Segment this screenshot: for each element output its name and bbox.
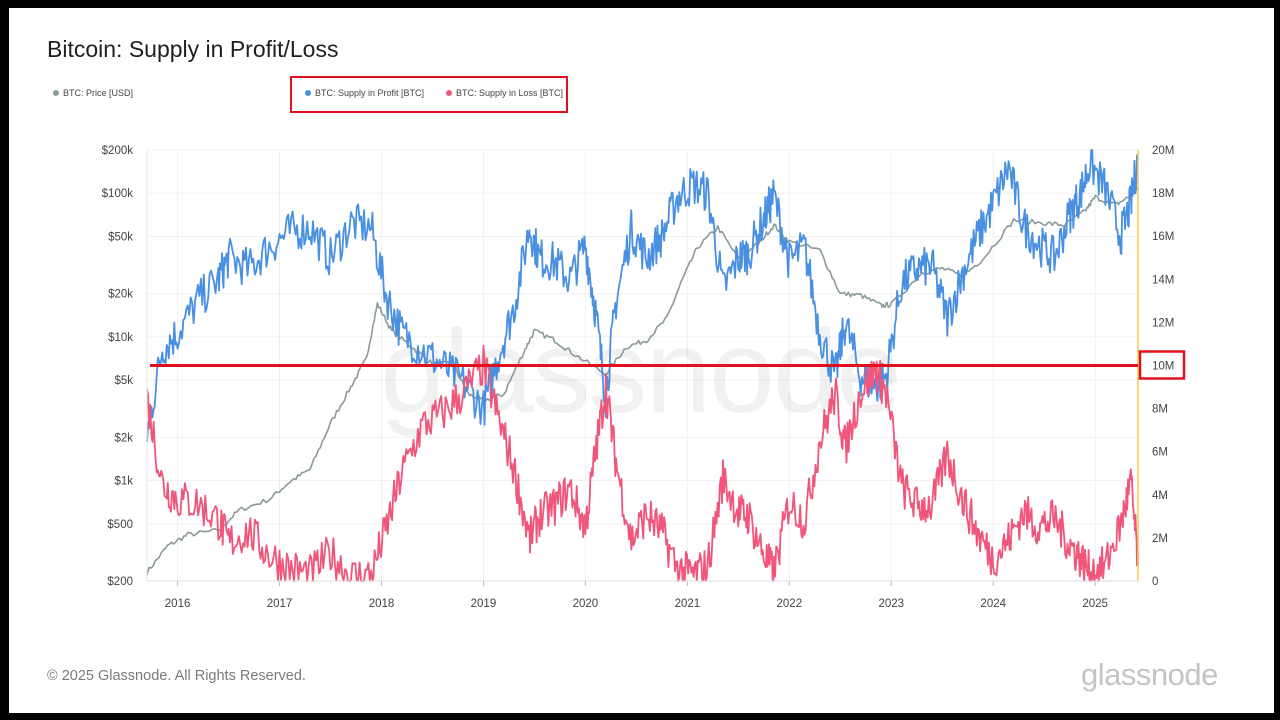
chart-watermark: glassnode — [380, 306, 900, 438]
x-tick-label: 2023 — [878, 598, 904, 610]
y-right-tick-label: 20M — [1152, 145, 1174, 157]
y-left-tick-label: $5k — [114, 375, 133, 387]
y-left-tick-label: $2k — [114, 432, 133, 444]
x-tick-label: 2022 — [777, 598, 803, 610]
legend-highlight-box — [290, 76, 568, 113]
x-tick-label: 2016 — [165, 598, 191, 610]
y-left-tick-label: $500 — [107, 519, 133, 531]
x-tick-label: 2025 — [1082, 598, 1108, 610]
series-line-supply-in-profit — [146, 149, 1139, 443]
y-right-tick-label: 12M — [1152, 317, 1174, 329]
y-left-tick-label: $200 — [107, 576, 133, 588]
y-right-tick-label: 2M — [1152, 533, 1168, 545]
y-left-tick-label: $100k — [102, 188, 134, 200]
highlight-10m-box — [1138, 350, 1186, 380]
y-right-tick-label: 6M — [1152, 447, 1168, 459]
y-left-tick-label: $20k — [108, 289, 133, 301]
chart-card: Bitcoin: Supply in Profit/Loss BTC: Pric… — [9, 8, 1274, 713]
chart-axes: 2016 2017 2018 2019 2020 2021 2022 2023 2024 2025… — [102, 145, 1175, 610]
legend-label-price: BTC: Price [USD] — [63, 88, 134, 98]
y-right-tick-label: 14M — [1152, 274, 1174, 286]
legend-dot-price — [53, 90, 59, 96]
legend-label-loss: BTC: Supply in Loss [BTC] — [456, 88, 564, 98]
legend-dot-loss — [446, 90, 452, 96]
chart-title: Bitcoin: Supply in Profit/Loss — [47, 36, 339, 62]
y-right-tick-label: 16M — [1152, 231, 1174, 243]
glassnode-logo: glassnode — [1081, 657, 1218, 692]
y-left-tick-label: $10k — [108, 332, 133, 344]
legend-item-profit[interactable]: BTC: Supply in Profit [BTC] — [305, 88, 424, 98]
series-line-price — [146, 187, 1139, 576]
y-right-tick-label: 10M — [1152, 361, 1174, 373]
y-left-tick-label: $1k — [114, 476, 133, 488]
x-tick-label: 2019 — [471, 598, 497, 610]
x-tick-label: 2020 — [573, 598, 599, 610]
y-right-tick-label: 0 — [1152, 576, 1158, 588]
legend-dot-profit — [305, 90, 311, 96]
copyright-text: © 2025 Glassnode. All Rights Reserved. — [47, 668, 306, 684]
x-tick-label: 2017 — [267, 598, 293, 610]
x-tick-label: 2018 — [369, 598, 395, 610]
y-right-tick-label: 4M — [1152, 490, 1168, 502]
y-left-tick-label: $50k — [108, 231, 133, 243]
y-right-tick-label: 18M — [1152, 188, 1174, 200]
legend-item-loss[interactable]: BTC: Supply in Loss [BTC] — [446, 88, 563, 98]
y-left-tick-label: $200k — [102, 145, 134, 157]
y-right-tick-label: 8M — [1152, 404, 1168, 416]
legend-item-price[interactable]: BTC: Price [USD] — [53, 88, 133, 98]
x-tick-label: 2024 — [980, 598, 1006, 610]
legend-label-profit: BTC: Supply in Profit [BTC] — [315, 88, 425, 98]
x-tick-label: 2021 — [675, 598, 701, 610]
highlight-layer — [150, 350, 1186, 380]
